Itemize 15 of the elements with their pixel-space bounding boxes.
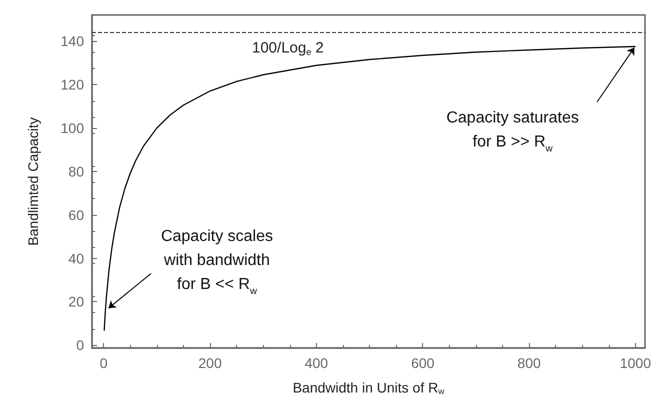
x-tick-label: 200: [198, 355, 222, 371]
x-tick-label: 1000: [620, 355, 652, 371]
y-tick-label: 80: [68, 163, 84, 180]
y-tick-label: 40: [68, 250, 84, 266]
y-tick-label: 60: [68, 206, 84, 223]
x-tick-label: 600: [411, 355, 435, 371]
y-tick-label: 100: [60, 120, 84, 136]
y-axis-title: Bandlimted Capacity: [25, 117, 41, 246]
y-tick-label: 120: [60, 76, 84, 93]
y-tick-label: 140: [60, 33, 84, 50]
y-tick-label: 20: [68, 294, 84, 310]
y-tick-label: 0: [76, 337, 84, 354]
x-tick-label: 0: [100, 355, 108, 371]
x-tick-label: 400: [304, 355, 328, 371]
x-tick-label: 800: [517, 355, 541, 371]
